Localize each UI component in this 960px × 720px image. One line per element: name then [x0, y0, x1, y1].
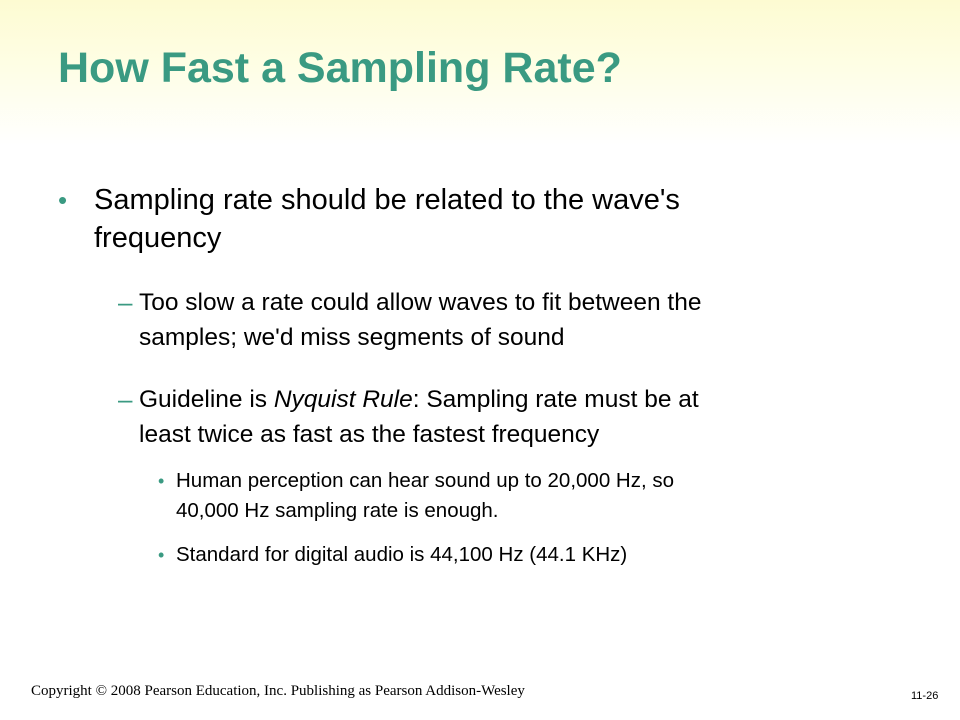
page-number: 11-26	[911, 690, 939, 702]
subsubbullet-line: Standard for digital audio is 44,100 Hz …	[176, 543, 628, 566]
text-run: Guideline is	[139, 386, 274, 413]
subsubbullet-text: Human perception can hear sound up to 20…	[176, 466, 876, 526]
subsubbullet-line: 40,000 Hz sampling rate is enough.	[176, 499, 499, 522]
bullet-marker: •	[158, 545, 165, 565]
dash-marker: –	[118, 287, 133, 317]
subbullet-text: Too slow a rate could allow waves to fit…	[139, 285, 939, 355]
dash-marker: –	[118, 384, 133, 414]
bullet-line: Sampling rate should be related to the w…	[94, 184, 680, 216]
slide-title: How Fast a Sampling Rate?	[58, 44, 622, 92]
bullet-text: Sampling rate should be related to the w…	[94, 181, 894, 257]
footer-copyright: Copyright © 2008 Pearson Education, Inc.…	[31, 683, 525, 699]
bullet-line: frequency	[94, 222, 222, 254]
bullet-marker: •	[58, 185, 68, 215]
subsubbullet-line: Human perception can hear sound up to 20…	[176, 469, 675, 492]
subbullet-line: least twice as fast as the fastest frequ…	[139, 421, 600, 448]
subbullet-line: samples; we'd miss segments of sound	[139, 324, 565, 351]
bullet-marker: •	[158, 471, 165, 491]
subsubbullet-text: Standard for digital audio is 44,100 Hz …	[176, 540, 876, 570]
subbullet-line: Too slow a rate could allow waves to fit…	[139, 289, 702, 316]
nyquist-rule-emphasis: Nyquist Rule	[273, 386, 413, 413]
subbullet-text: Guideline is Nyquist Rule: Sampling rate…	[139, 382, 939, 452]
text-run: : Sampling rate must be at	[412, 386, 699, 413]
subbullet-line: Guideline is Nyquist Rule: Sampling rate…	[139, 382, 939, 417]
